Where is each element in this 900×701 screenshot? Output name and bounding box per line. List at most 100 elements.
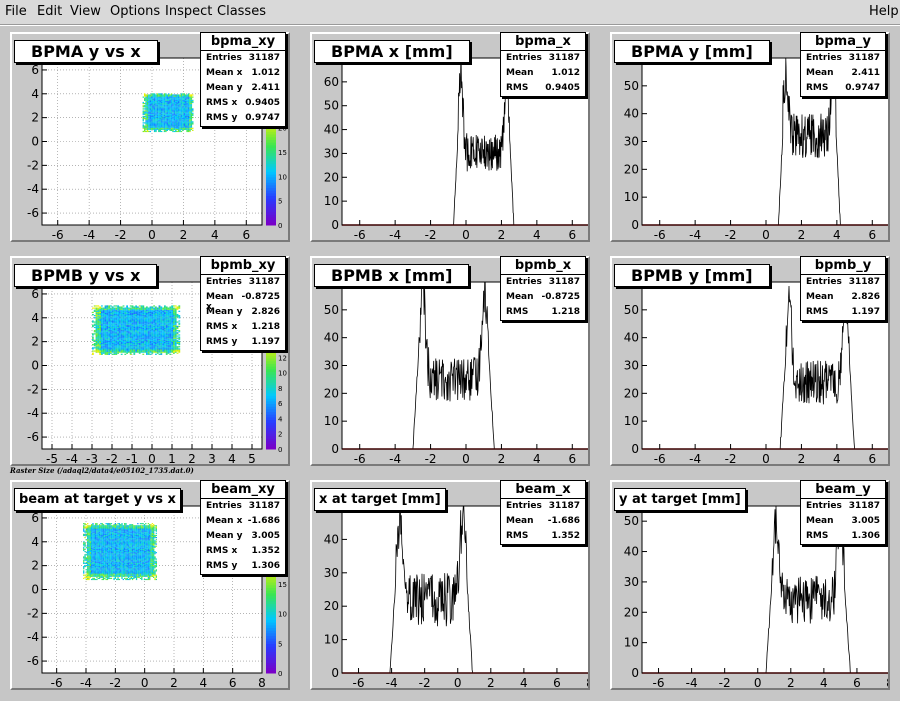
heatmap-cell xyxy=(167,98,168,99)
heatmap-cell xyxy=(87,566,88,567)
menu-help[interactable]: Help xyxy=(869,4,899,19)
heatmap-cell xyxy=(87,534,88,535)
heatmap-cell xyxy=(121,327,123,328)
heatmap-cell xyxy=(155,312,157,313)
heatmap-cell xyxy=(135,330,137,331)
menu-edit[interactable]: Edit xyxy=(37,4,62,19)
pad-bpmb_x[interactable]: -6-4-202460102030405060BPMB x [mm]bpmb_x… xyxy=(310,256,590,466)
heatmap-cell xyxy=(147,121,148,122)
stats-label: Mean x xyxy=(206,68,242,80)
heatmap-cell xyxy=(106,335,108,336)
heatmap-cell xyxy=(178,99,179,100)
menu-options[interactable]: Options xyxy=(110,4,160,19)
heatmap-cell xyxy=(191,127,192,128)
heatmap-cell xyxy=(164,334,166,335)
x-tick-label: 6 xyxy=(568,452,576,464)
heatmap-cell xyxy=(95,539,96,540)
menu-classes[interactable]: Classes xyxy=(217,4,266,19)
heatmap-cell xyxy=(99,320,101,321)
heatmap-cell xyxy=(137,325,139,326)
heatmap-cell xyxy=(103,320,105,321)
pad-bpmb_y[interactable]: -6-4-202460102030405060BPMB y [mm]bpmb_y… xyxy=(610,256,890,466)
heatmap-cell xyxy=(147,116,148,117)
heatmap-cell xyxy=(167,117,168,118)
heatmap-cell xyxy=(157,323,159,324)
heatmap-cell xyxy=(132,318,134,319)
heatmap-cell xyxy=(115,535,116,536)
heatmap-cell xyxy=(139,342,141,343)
heatmap-cell xyxy=(112,550,113,551)
heatmap-cell xyxy=(155,128,156,129)
heatmap-cell xyxy=(90,568,91,569)
heatmap-cell xyxy=(184,103,185,104)
menu-inspect[interactable]: Inspect xyxy=(165,4,212,19)
heatmap-cell xyxy=(113,563,114,564)
heatmap-cell xyxy=(169,120,170,121)
heatmap-cell xyxy=(117,342,119,343)
heatmap-cell xyxy=(92,551,93,552)
heatmap-cell xyxy=(121,343,123,344)
heatmap-cell xyxy=(150,108,151,109)
heatmap-cell xyxy=(169,344,171,345)
heatmap-cell xyxy=(157,309,159,310)
heatmap-cell xyxy=(151,306,153,307)
heatmap-cell xyxy=(152,118,153,119)
heatmap-cell xyxy=(92,326,94,327)
heatmap-cell xyxy=(169,99,170,100)
heatmap-cell xyxy=(182,130,183,131)
heatmap-cell xyxy=(113,531,114,532)
heatmap-cell xyxy=(171,338,173,339)
heatmap-cell xyxy=(106,572,107,573)
heatmap-cell xyxy=(168,325,170,326)
stats-value: 31187 xyxy=(849,277,880,289)
heatmap-cell xyxy=(111,528,112,529)
heatmap-cell xyxy=(126,326,128,327)
menu-file[interactable]: File xyxy=(5,4,27,19)
heatmap-cell xyxy=(87,553,88,554)
heatmap-cell xyxy=(103,321,105,322)
heatmap-cell xyxy=(148,326,150,327)
heatmap-cell xyxy=(142,348,144,349)
heatmap-cell xyxy=(115,575,116,576)
heatmap-cell xyxy=(184,113,185,114)
heatmap-cell xyxy=(104,578,105,579)
heatmap-cell xyxy=(161,104,162,105)
heatmap-cell xyxy=(151,327,153,328)
heatmap-cell xyxy=(150,107,151,108)
heatmap-cell xyxy=(96,332,98,333)
heatmap-cell xyxy=(148,347,150,348)
heatmap-cell xyxy=(167,119,168,120)
heatmap-cell xyxy=(87,565,88,566)
heatmap-cell xyxy=(112,308,114,309)
heatmap-cell xyxy=(94,537,95,538)
heatmap-cell xyxy=(148,131,149,132)
heatmap-cell xyxy=(97,345,99,346)
heatmap-cell xyxy=(126,308,128,309)
heatmap-cell xyxy=(113,548,114,549)
menu-view[interactable]: View xyxy=(70,4,101,19)
heatmap-cell xyxy=(155,339,157,340)
heatmap-cell xyxy=(128,329,130,330)
heatmap-cell xyxy=(86,571,87,572)
heatmap-cell xyxy=(174,115,175,116)
heatmap-cell xyxy=(160,320,162,321)
heatmap-cell xyxy=(121,347,123,348)
heatmap-cell xyxy=(164,330,166,331)
heatmap-cell xyxy=(181,106,182,107)
heatmap-cell xyxy=(155,310,157,311)
heatmap-cell xyxy=(115,574,116,575)
heatmap-cell xyxy=(109,564,110,565)
heatmap-cell xyxy=(157,312,159,313)
heatmap-cell xyxy=(92,568,93,569)
